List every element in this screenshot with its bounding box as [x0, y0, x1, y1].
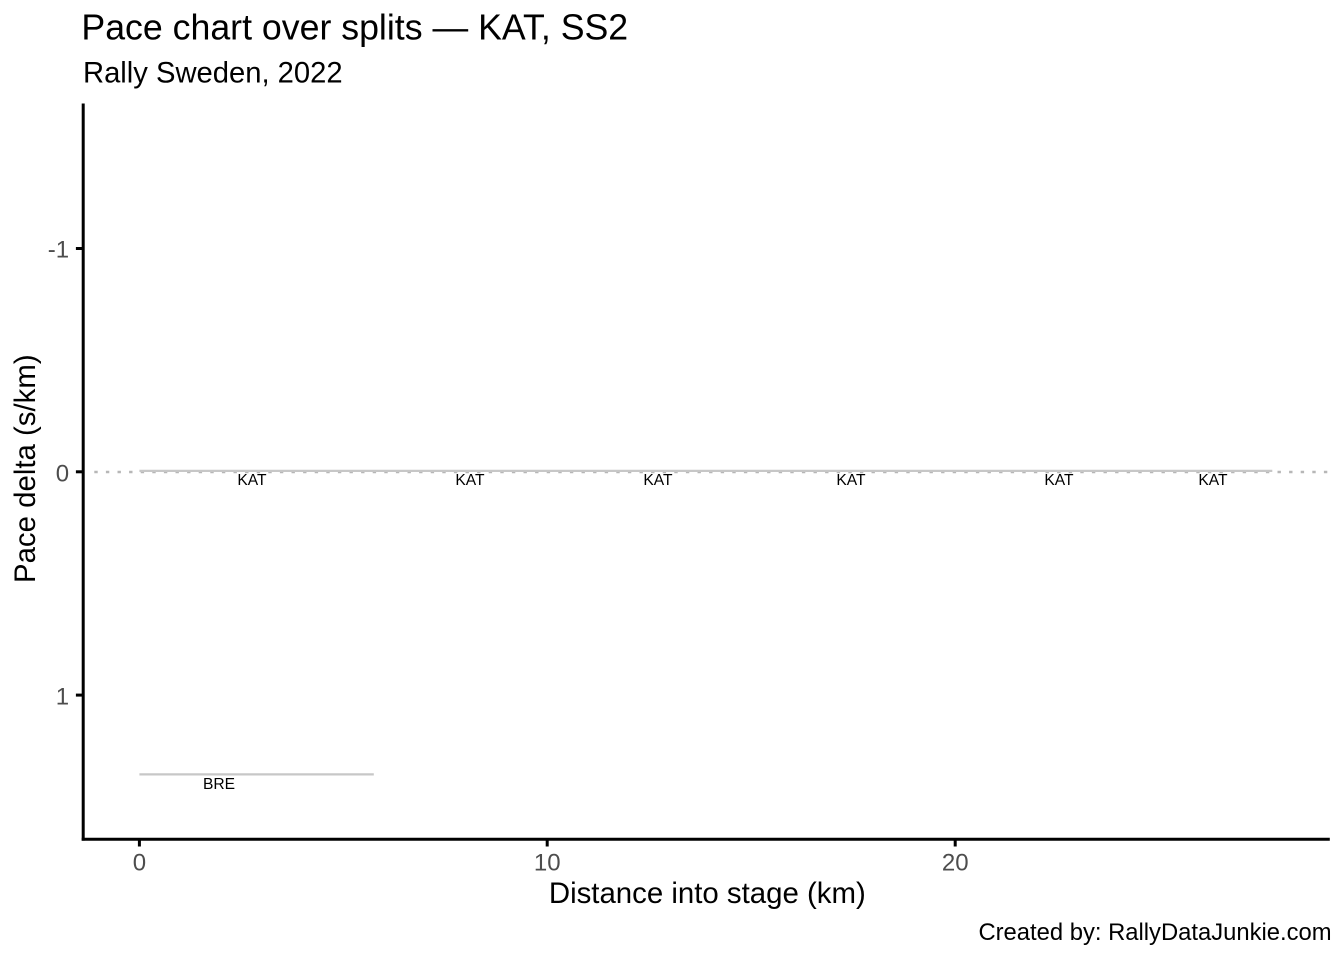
svg-text:1: 1 [56, 684, 69, 711]
svg-text:KAT: KAT [455, 472, 485, 489]
svg-text:-1: -1 [48, 237, 69, 264]
svg-text:KAT: KAT [1198, 472, 1228, 489]
svg-text:KAT: KAT [836, 472, 866, 489]
svg-text:BRE: BRE [203, 776, 235, 793]
svg-text:Pace chart over splits — KAT,: Pace chart over splits — KAT, SS2 [81, 8, 628, 48]
svg-text:KAT: KAT [643, 472, 673, 489]
svg-text:0: 0 [133, 849, 146, 876]
svg-text:Pace delta (s/km): Pace delta (s/km) [9, 354, 42, 583]
svg-text:0: 0 [56, 460, 69, 487]
svg-text:Created by: RallyDataJunkie.co: Created by: RallyDataJunkie.com [978, 919, 1331, 946]
svg-text:KAT: KAT [1044, 472, 1074, 489]
svg-text:Rally Sweden, 2022: Rally Sweden, 2022 [83, 58, 343, 90]
svg-text:KAT: KAT [237, 472, 267, 489]
svg-text:Distance into stage (km): Distance into stage (km) [549, 877, 866, 910]
svg-text:10: 10 [534, 849, 561, 876]
svg-text:20: 20 [942, 849, 969, 876]
